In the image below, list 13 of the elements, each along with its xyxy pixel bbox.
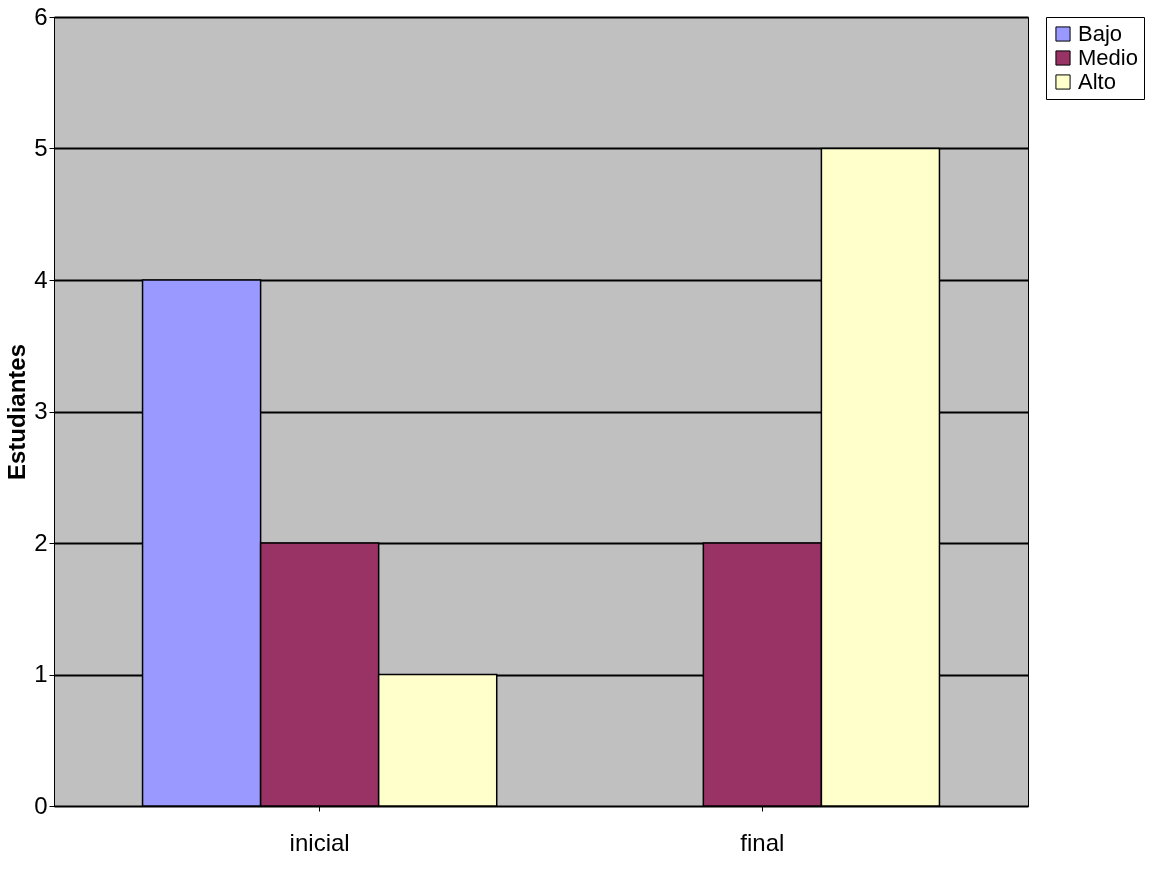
y-tick-label: 4	[34, 265, 48, 293]
y-tick-label: 6	[34, 2, 48, 30]
y-tick-label: 2	[34, 528, 48, 556]
x-tick-label: final	[740, 828, 785, 856]
legend-label: Medio	[1078, 45, 1138, 70]
y-tick-label: 0	[34, 791, 48, 819]
legend-label: Alto	[1078, 69, 1116, 94]
x-tick-label: inicial	[289, 828, 350, 856]
legend-label: Bajo	[1078, 21, 1123, 46]
y-axis-title: Estudiantes	[3, 343, 31, 481]
y-tick-label: 3	[34, 397, 48, 424]
y-tick-label: 5	[34, 134, 48, 161]
y-tick-label: 1	[34, 660, 48, 687]
